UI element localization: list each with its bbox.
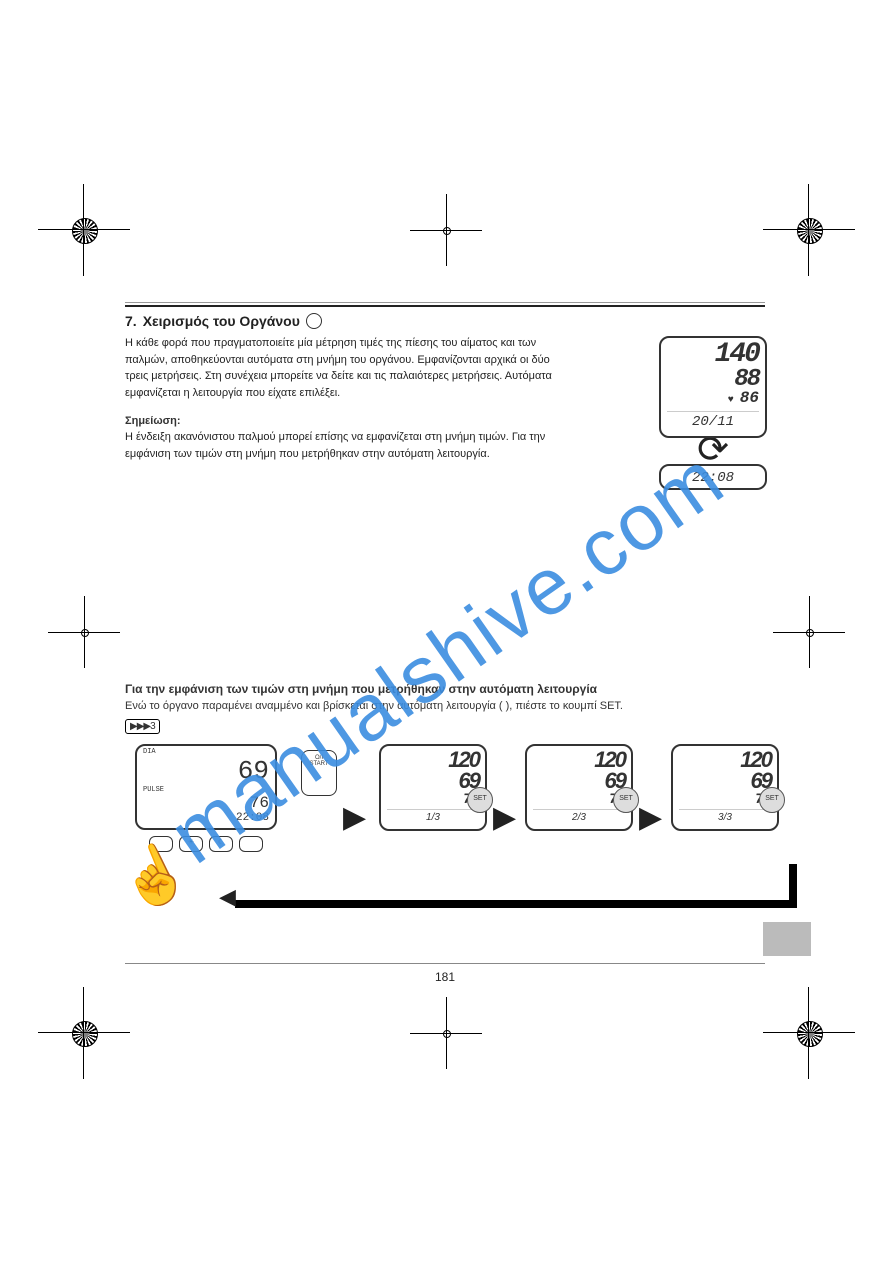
lcd-dia: 88 [667,369,759,392]
section-heading: 7. Χειρισμός του Οργάνου [125,313,765,329]
seq-frac: 2/3 [533,809,625,823]
arrow-right-icon: ▶ [343,800,366,835]
crop-mark-sun-tr [787,208,831,252]
arrow-right-icon: ▶ [639,800,662,835]
page-number: 181 [435,970,455,984]
arrow-right-icon: ▶ [493,800,516,835]
note-text: Η ένδειξη ακανόνιστου παλμού μπορεί επίσ… [125,429,555,462]
seq-dia: 69 [679,771,771,792]
crop-mark-sun-br [787,1011,831,1055]
lcd-date: 20/11 [667,411,759,430]
lcd-sys: 140 [667,342,759,369]
memory-icon [306,313,322,329]
seq-dia: 69 [387,771,479,792]
crop-mark-sun-bl [62,1011,106,1055]
lcd-pulse: ♥ 86 [667,391,759,406]
return-arrow-bar-v [789,864,797,908]
crop-mark-sun-tl [62,208,106,252]
heading-prefix: 7. [125,313,137,329]
return-arrow-bar-h [235,900,797,908]
page-edge-tab [763,922,811,956]
seq-pulse: 76 [387,792,479,805]
seq-frac: 1/3 [387,809,479,823]
auto-mode-badge: ▶▶▶3 [125,719,160,734]
seq-pulse: 76 [679,792,771,805]
pointing-hand-icon: ☝ [114,843,194,909]
set-button[interactable]: SET [613,787,639,813]
seq-step-3: 120 69 76 3/3 SET [669,744,781,831]
seq-dia: 69 [533,771,625,792]
seq-step-2: 120 69 76 2/3 SET [523,744,635,831]
intro-paragraph: Η κάθε φορά που πραγματοποιείτε μία μέτρ… [125,335,555,401]
rule-bottom [125,963,765,964]
heading-title: Χειρισμός του Οργάνου [143,313,300,329]
seq-pulse: 76 [533,792,625,805]
set-button[interactable]: SET [759,787,785,813]
set-button[interactable]: SET [467,787,493,813]
arrow-left-icon: ◀ [219,884,236,910]
rule-top-thick [125,305,765,307]
seq-frac: 3/3 [679,809,771,823]
rule-top-thin [125,302,765,303]
seq-step-1: 120 69 76 1/3 SET [377,744,489,831]
